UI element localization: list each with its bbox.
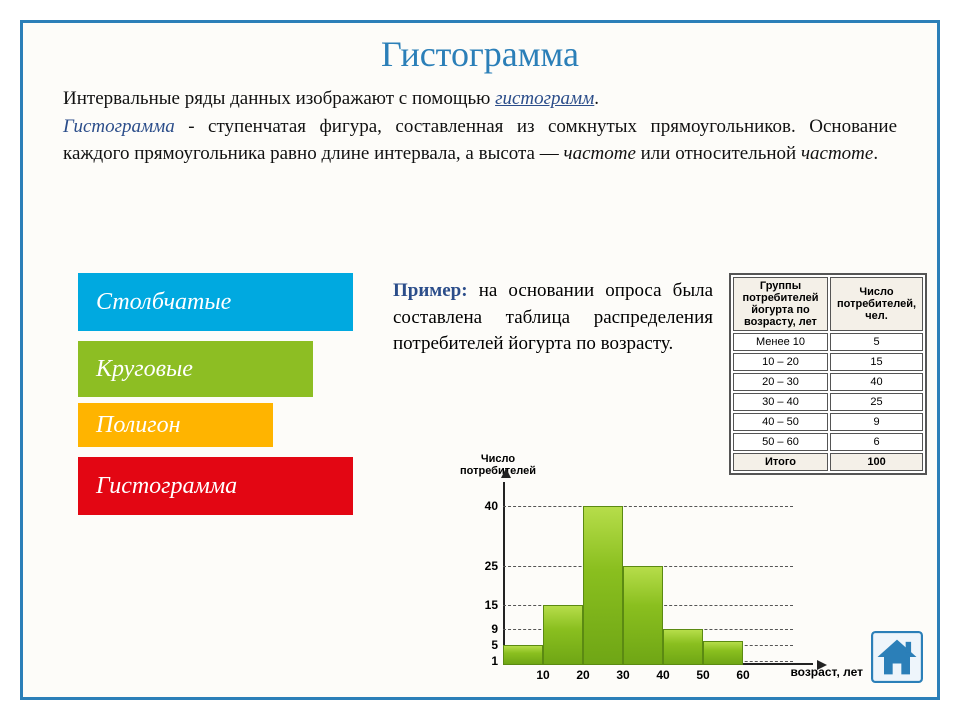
table-cell: 50 – 60 (733, 433, 828, 451)
text: . (873, 143, 878, 164)
arrow-up-icon (501, 468, 511, 478)
histogram-bar (503, 645, 543, 665)
plot-area: возраст, лет 159152540102030405060 (503, 490, 803, 665)
th-count: Число потребителей, чел. (830, 277, 923, 331)
table-cell: 6 (830, 433, 923, 451)
table-cell: 25 (830, 393, 923, 411)
x-axis-label: возраст, лет (790, 665, 863, 679)
example-paragraph: Пример: на основании опроса была составл… (393, 278, 713, 358)
x-tick-label: 30 (616, 668, 629, 682)
home-button[interactable] (871, 631, 923, 683)
table-cell: 30 – 40 (733, 393, 828, 411)
slide-title: Гистограмма (23, 33, 937, 75)
y-tick-label: 25 (485, 559, 498, 573)
term-histogram-underlined: гистограмм (495, 88, 594, 109)
y-axis (503, 482, 505, 665)
term-histogram: Гистограмма (63, 116, 175, 137)
histogram-chart: Число потребителей возраст, лет 15915254… (443, 455, 843, 700)
chip-histogram[interactable]: Гистограмма (78, 457, 353, 515)
y-tick-label: 1 (491, 654, 498, 668)
y-tick-label: 40 (485, 499, 498, 513)
home-icon (871, 631, 923, 683)
th-age-group: Группы потребителей йогурта по возрасту,… (733, 277, 828, 331)
tf-total-value: 100 (830, 453, 923, 471)
text: . (594, 88, 599, 109)
y-tick-label: 9 (491, 622, 498, 636)
definition-paragraph: Интервальные ряды данных изображают с по… (63, 85, 897, 168)
x-tick-label: 60 (736, 668, 749, 682)
table-cell: 10 – 20 (733, 353, 828, 371)
histogram-bar (583, 506, 623, 665)
x-tick-label: 40 (656, 668, 669, 682)
term-frequency: частоте (801, 143, 873, 164)
chip-bar[interactable]: Столбчатые (78, 273, 353, 331)
slide-frame: Гистограмма Интервальные ряды данных изо… (20, 20, 940, 700)
chip-pie[interactable]: Круговые (78, 341, 313, 397)
text: Интервальные ряды данных изображают с по… (63, 88, 495, 109)
data-table: Группы потребителей йогурта по возрасту,… (729, 273, 927, 475)
histogram-bar (663, 629, 703, 665)
table-cell: 20 – 30 (733, 373, 828, 391)
x-tick-label: 10 (536, 668, 549, 682)
chip-polygon[interactable]: Полигон (78, 403, 273, 447)
term-frequency: частоте (564, 143, 636, 164)
table-cell: 9 (830, 413, 923, 431)
table-body: Менее 10510 – 201520 – 304030 – 402540 –… (733, 333, 923, 451)
table-cell: 40 (830, 373, 923, 391)
x-tick-label: 50 (696, 668, 709, 682)
histogram-bar (623, 566, 663, 665)
x-tick-label: 20 (576, 668, 589, 682)
y-tick-label: 15 (485, 598, 498, 612)
table-cell: Менее 10 (733, 333, 828, 351)
text: или относительной (636, 143, 801, 164)
example-label: Пример: (393, 280, 468, 301)
y-tick-label: 5 (491, 638, 498, 652)
histogram-bar (703, 641, 743, 665)
table-cell: 5 (830, 333, 923, 351)
table-cell: 40 – 50 (733, 413, 828, 431)
histogram-bar (543, 605, 583, 665)
table-cell: 15 (830, 353, 923, 371)
grid-line (503, 506, 793, 507)
y-axis-label: Число потребителей (453, 453, 543, 477)
